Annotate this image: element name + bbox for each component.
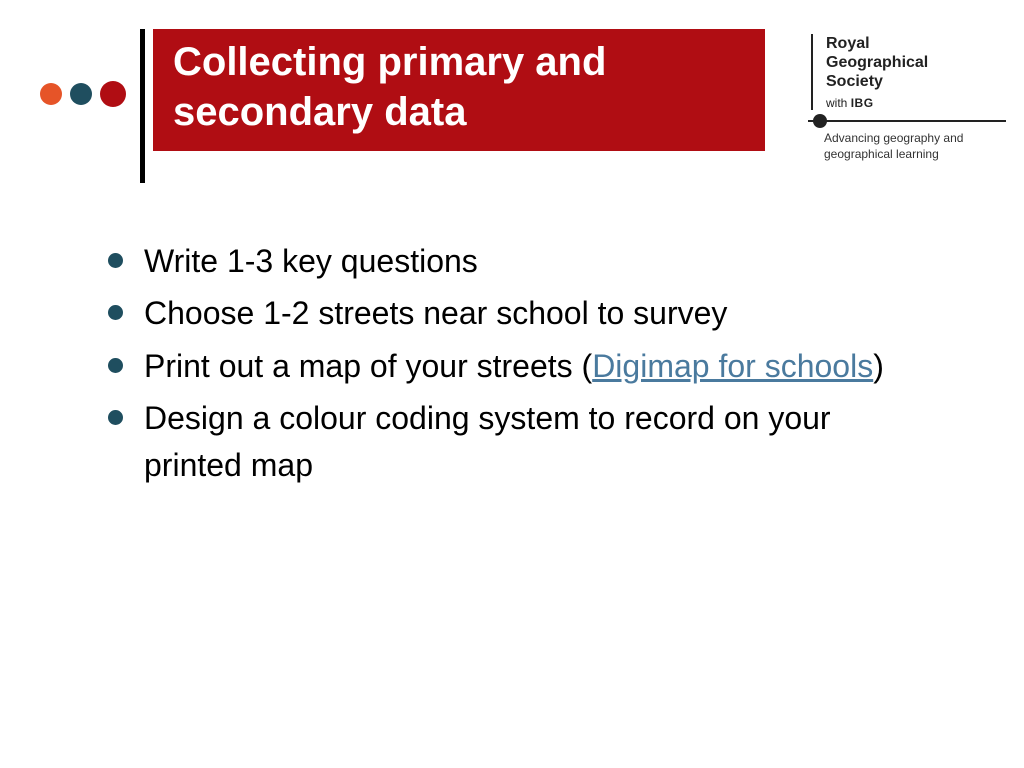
logo-ibg-text: IBG (851, 96, 874, 110)
bullet-item: Print out a map of your streets (Digimap… (108, 343, 908, 389)
bullet-text: Write 1-3 key questions (144, 243, 478, 279)
bullet-list: Write 1-3 key questions Choose 1-2 stree… (108, 238, 908, 488)
dot-teal (70, 83, 92, 105)
content-area: Write 1-3 key questions Choose 1-2 stree… (108, 238, 908, 494)
logo-name-block: Royal Geographical Society with IBG (811, 34, 1006, 110)
bullet-text-prefix: Print out a map of your streets ( (144, 348, 592, 384)
dot-red (100, 81, 126, 107)
logo-tagline: Advancing geography and geographical lea… (811, 130, 1006, 164)
bullet-item: Choose 1-2 streets near school to survey (108, 290, 908, 336)
logo-name-line: Society (826, 72, 1006, 91)
bullet-text: Choose 1-2 streets near school to survey (144, 295, 727, 331)
logo-name-line: Royal (826, 34, 1006, 53)
dot-orange (40, 83, 62, 105)
bullet-item: Design a colour coding system to record … (108, 395, 908, 488)
title-box: Collecting primary and secondary data (153, 29, 765, 151)
digimap-link[interactable]: Digimap for schools (592, 348, 873, 384)
logo-cross-icon (808, 120, 1006, 122)
decorative-dots (40, 81, 126, 107)
logo-with-text: with (826, 96, 847, 110)
logo-ibg: with IBG (826, 96, 1006, 110)
slide-title: Collecting primary and secondary data (173, 37, 745, 137)
rgs-logo: Royal Geographical Society with IBG Adva… (811, 34, 1006, 163)
bullet-text-suffix: ) (873, 348, 884, 384)
vertical-divider (140, 29, 145, 183)
logo-name-line: Geographical (826, 53, 1006, 72)
bullet-text: Design a colour coding system to record … (144, 400, 831, 482)
bullet-item: Write 1-3 key questions (108, 238, 908, 284)
